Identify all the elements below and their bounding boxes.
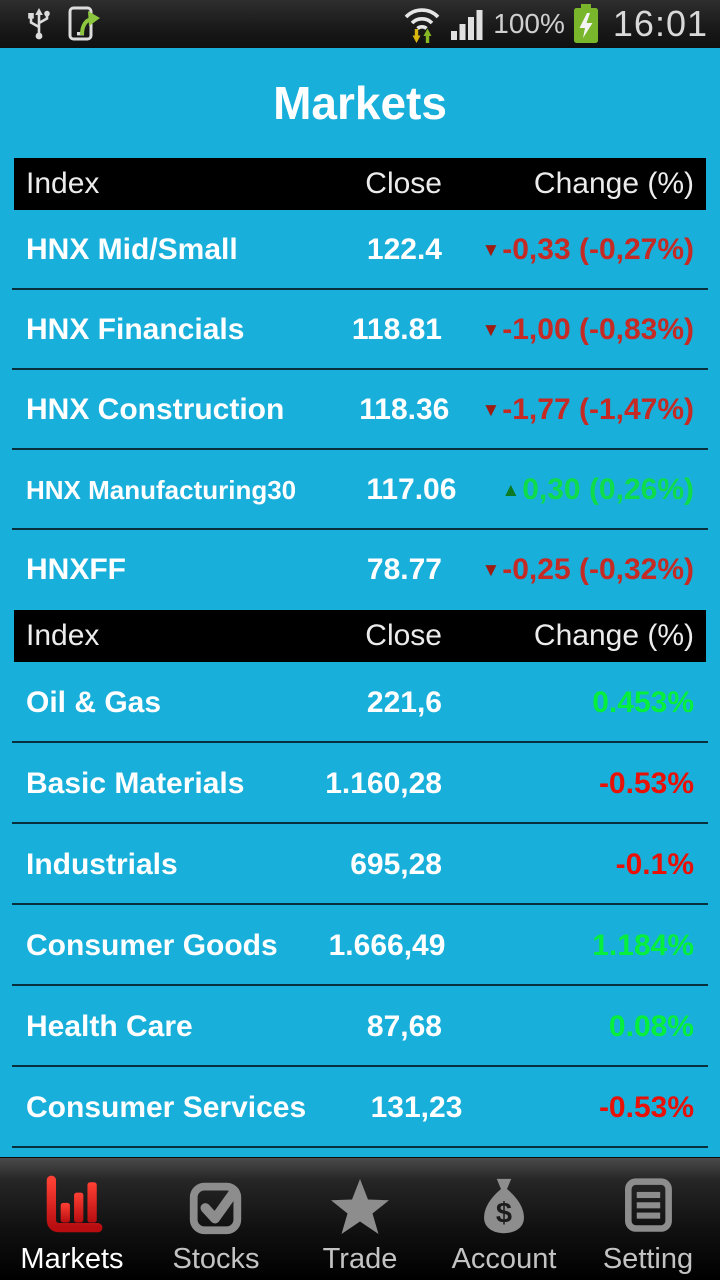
change-text: -0,25 (-0,32%): [502, 553, 694, 586]
change-value: 0.453%: [442, 686, 694, 720]
change-value: ▲0,30 (0,26%): [456, 473, 694, 507]
clock-label: 16:01: [612, 3, 708, 44]
index-name: Consumer Services: [26, 1090, 307, 1124]
index-name: Industrials: [26, 847, 178, 881]
down-triangle-icon: ▼: [481, 560, 501, 581]
column-header-change: Change (%): [533, 619, 694, 652]
nav-item-markets[interactable]: Markets: [0, 1158, 144, 1280]
nav-label: Trade: [322, 1243, 398, 1276]
table-row[interactable]: Industrials 695,28 -0.1%: [0, 824, 720, 905]
bar-chart-icon: [39, 1168, 105, 1244]
table-row[interactable]: Consumer Services 131,23 -0.53%: [0, 1067, 720, 1148]
close-value: 118.36: [359, 393, 450, 426]
change-value: ▼-0,25 (-0,32%): [442, 553, 694, 587]
close-value: 695,28: [350, 847, 442, 881]
change-text: -0.1%: [615, 847, 694, 881]
index-name: HNXFF: [26, 553, 126, 586]
nav-label: Markets: [20, 1243, 124, 1276]
close-value: 78.77: [366, 553, 442, 586]
change-value: 1.184%: [445, 929, 694, 963]
index-name: Health Care: [26, 1009, 193, 1043]
status-bar-left: [12, 5, 102, 43]
table-row[interactable]: HNX Mid/Small 122.4 ▼-0,33 (-0,27%): [0, 210, 720, 290]
column-header-name: Index: [26, 167, 100, 200]
table-row[interactable]: Health Care 87,68 0.08%: [0, 986, 720, 1067]
index-name: HNX Construction: [26, 393, 285, 426]
close-value: 122.4: [366, 233, 442, 266]
nav-label: Stocks: [172, 1243, 260, 1276]
table-header-row: Index Close Change (%): [14, 158, 706, 210]
change-text: -0.53%: [598, 766, 694, 800]
column-header-name: Index: [26, 619, 100, 652]
list-icon: [618, 1168, 678, 1244]
up-triangle-icon: ▲: [501, 480, 521, 501]
close-value: 117.06: [366, 473, 457, 506]
index-name: Basic Materials: [26, 766, 245, 800]
table-row[interactable]: Oil & Gas 221,6 0.453%: [0, 662, 720, 743]
down-triangle-icon: ▼: [481, 240, 501, 261]
nav-item-trade[interactable]: Trade: [288, 1158, 432, 1280]
down-triangle-icon: ▼: [481, 320, 501, 341]
hnx-indices-table: Index Close Change (%) HNX Mid/Small 122.4 ▼-…: [0, 158, 720, 610]
change-value: -0.1%: [442, 848, 694, 882]
index-name: HNX Financials: [26, 313, 245, 346]
star-icon: [328, 1168, 392, 1244]
change-text: -0,33 (-0,27%): [502, 233, 694, 266]
close-value: 118.81: [351, 313, 442, 346]
change-value: ▼-1,00 (-0,83%): [442, 313, 694, 347]
change-text: 0,30 (0,26%): [522, 473, 694, 506]
change-text: -1,00 (-0,83%): [502, 313, 694, 346]
nav-item-setting[interactable]: Setting: [576, 1158, 720, 1280]
status-bar-right: 100% 16:01: [401, 3, 708, 45]
table-row[interactable]: HNX Manufacturing30 117.06 ▲0,30 (0,26%): [0, 450, 720, 530]
column-header-close: Close: [365, 167, 442, 200]
table-row[interactable]: Consumer Goods 1.666,49 1.184%: [0, 905, 720, 986]
change-value: -0.53%: [442, 767, 694, 801]
change-text: -0.53%: [598, 1090, 694, 1124]
table-row[interactable]: HNXFF 78.77 ▼-0,25 (-0,32%): [0, 530, 720, 610]
change-value: -0.53%: [462, 1091, 694, 1125]
signal-strength-icon: [449, 6, 485, 42]
change-text: 0.453%: [592, 685, 694, 719]
page-title: Markets: [273, 77, 447, 129]
index-name: HNX Mid/Small: [26, 233, 238, 266]
phone-sync-icon: [68, 5, 102, 43]
index-name: HNX Manufacturing30: [26, 474, 297, 505]
nav-item-account[interactable]: $ Account: [432, 1158, 576, 1280]
column-header-change: Change (%): [533, 167, 694, 200]
change-text: 0.08%: [608, 1009, 694, 1043]
close-value: 221,6: [366, 685, 442, 719]
index-name: Consumer Goods: [26, 928, 278, 962]
close-value: 131,23: [370, 1090, 463, 1124]
index-name: Oil & Gas: [26, 685, 162, 719]
battery-charging-icon: [571, 3, 601, 45]
nav-label: Account: [451, 1243, 557, 1276]
change-value: 0.08%: [442, 1010, 694, 1044]
change-value: ▼-1,77 (-1,47%): [449, 393, 694, 427]
change-text: -1,77 (-1,47%): [502, 393, 694, 426]
battery-percent-label: 100%: [493, 8, 565, 39]
usb-icon: [26, 6, 52, 42]
wifi-traffic-icon: [401, 3, 443, 45]
column-header-close: Close: [365, 619, 442, 652]
close-value: 1.666,49: [328, 928, 446, 962]
table-row[interactable]: HNX Financials 118.81 ▼-1,00 (-0,83%): [0, 290, 720, 370]
check-icon: [185, 1168, 247, 1244]
close-value: 1.160,28: [325, 766, 442, 800]
sector-indices-table: Index Close Change (%) Oil & Gas 221,6 0.453%…: [0, 610, 720, 1148]
bottom-nav: Markets Stocks Trade $ Account Setting: [0, 1157, 720, 1280]
money-bag-icon: $: [475, 1168, 533, 1244]
nav-label: Setting: [602, 1243, 694, 1276]
nav-item-stocks[interactable]: Stocks: [144, 1158, 288, 1280]
table-header-row: Index Close Change (%): [14, 610, 706, 662]
svg-text:$: $: [496, 1197, 512, 1229]
change-value: ▼-0,33 (-0,27%): [442, 233, 694, 267]
change-text: 1.184%: [592, 928, 694, 962]
status-bar: 100% 16:01: [0, 0, 720, 48]
table-row[interactable]: Basic Materials 1.160,28 -0.53%: [0, 743, 720, 824]
close-value: 87,68: [366, 1009, 442, 1043]
table-row[interactable]: HNX Construction 118.36 ▼-1,77 (-1,47%): [0, 370, 720, 450]
down-triangle-icon: ▼: [481, 400, 501, 421]
